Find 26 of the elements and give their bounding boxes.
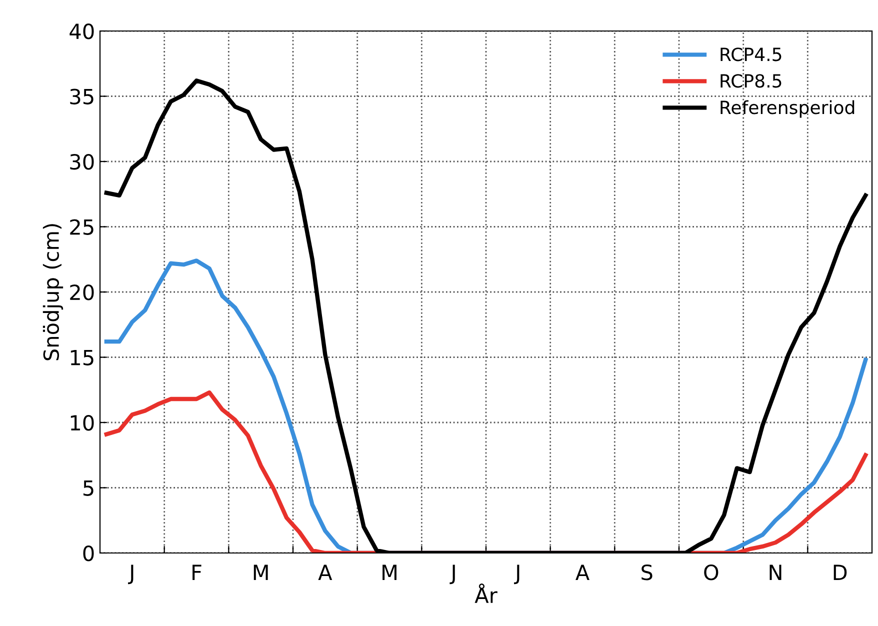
y-tick-label: 30 xyxy=(70,154,94,170)
x-tick-label: M xyxy=(382,564,396,580)
y-tick-label: 15 xyxy=(70,350,94,366)
x-tick-label: S xyxy=(642,564,652,580)
x-tick-label: N xyxy=(770,564,782,580)
x-tick-label: A xyxy=(318,564,332,580)
x-tick-label: J xyxy=(450,564,455,584)
y-tick-label: 5 xyxy=(83,480,94,496)
y-axis-title: Snödjup (cm) xyxy=(42,224,64,360)
x-tick-label: O xyxy=(704,564,718,580)
x-tick-label: J xyxy=(514,564,520,584)
x-tick-label: F xyxy=(192,564,202,580)
legend-label: Referensperiod xyxy=(720,100,854,118)
x-tick-label: J xyxy=(128,564,134,584)
y-tick-label: 0 xyxy=(83,545,94,562)
x-tick-label: M xyxy=(254,564,268,580)
y-tick-label: 35 xyxy=(70,88,94,104)
legend-label: RCP4.5 xyxy=(720,48,782,62)
x-axis-title: År xyxy=(474,584,498,603)
y-tick-label: 20 xyxy=(70,284,94,300)
y-tick-label: 40 xyxy=(70,23,94,40)
y-tick-label: 10 xyxy=(70,414,94,431)
legend-label: RCP8.5 xyxy=(720,74,782,88)
y-tick-label: 25 xyxy=(70,219,94,235)
x-tick-label: A xyxy=(576,564,590,580)
x-tick-label: D xyxy=(834,564,847,580)
